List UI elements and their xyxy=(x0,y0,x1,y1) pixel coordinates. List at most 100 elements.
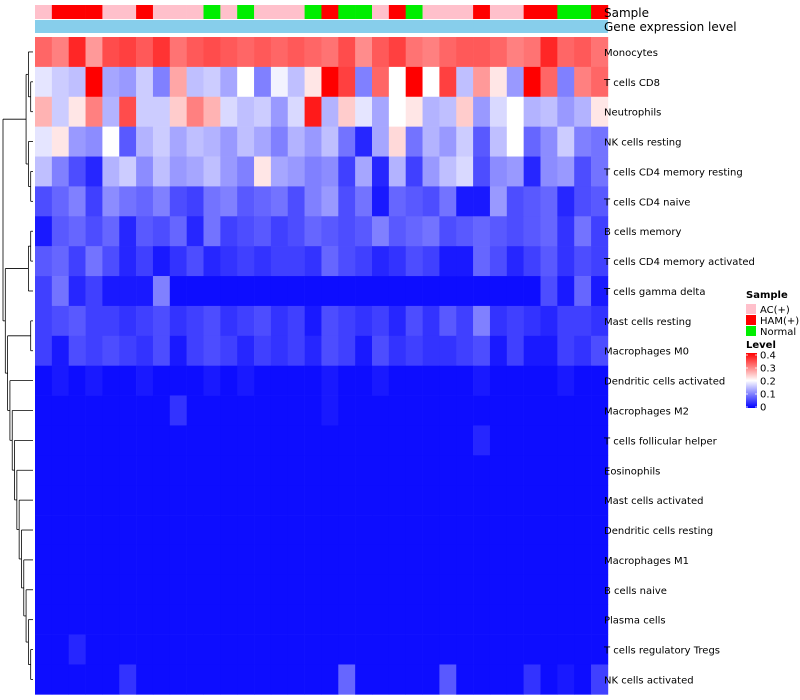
heatmap-cell xyxy=(68,66,86,98)
heatmap-cell xyxy=(152,126,171,157)
heatmap-cell xyxy=(355,604,373,635)
heatmap-cell xyxy=(254,305,272,337)
heatmap-cell xyxy=(186,485,204,516)
heatmap-cell xyxy=(489,604,508,635)
heatmap-cell xyxy=(35,216,53,247)
sample-legend-title: Sample xyxy=(746,290,788,301)
heatmap-cell xyxy=(119,515,137,546)
heatmap-cell xyxy=(51,574,69,606)
heatmap-cell xyxy=(68,276,86,307)
heatmap-cell xyxy=(372,156,390,187)
heatmap-cell xyxy=(506,664,524,695)
heatmap-cell xyxy=(270,66,289,98)
heatmap-cell xyxy=(68,335,86,366)
heatmap-cell xyxy=(304,96,322,127)
heatmap-cell xyxy=(388,634,406,665)
heatmap-cell xyxy=(186,305,204,337)
heatmap-cell xyxy=(439,186,457,217)
heatmap-cell xyxy=(422,634,440,665)
sample-annotation-cell xyxy=(119,5,137,19)
heatmap-cell xyxy=(439,395,457,426)
heatmap-cell xyxy=(338,37,356,68)
heatmap-cell xyxy=(35,66,53,98)
heatmap-cell xyxy=(102,574,120,606)
heatmap-cell xyxy=(540,126,558,157)
heatmap-cell xyxy=(506,66,524,98)
heatmap-cell xyxy=(439,544,457,576)
sample-annotation-cell xyxy=(152,5,171,19)
heatmap-cell xyxy=(85,66,103,98)
heatmap-cell xyxy=(506,96,524,127)
heatmap-cell xyxy=(439,305,457,337)
heatmap-cell xyxy=(557,305,575,337)
heatmap-cell xyxy=(152,37,171,68)
heatmap-cell xyxy=(388,246,406,277)
sample-annotation-track xyxy=(35,5,609,19)
heatmap-cell xyxy=(136,574,154,606)
heatmap-cell xyxy=(321,634,339,665)
heatmap-cell xyxy=(388,305,406,337)
heatmap-cell xyxy=(439,216,457,247)
heatmap-cell xyxy=(321,96,339,127)
heatmap-cell xyxy=(473,365,491,396)
sample-annotation-cell xyxy=(439,5,457,19)
heatmap-cell xyxy=(338,574,356,606)
heatmap-cell xyxy=(355,485,373,516)
heatmap-cell xyxy=(304,365,322,396)
heatmap-cell xyxy=(220,305,238,337)
heatmap-cell xyxy=(405,37,423,68)
heatmap-cell xyxy=(136,37,154,68)
heatmap-cell xyxy=(68,515,86,546)
row-label: Mast cells resting xyxy=(604,317,691,328)
heatmap-cell xyxy=(152,664,171,695)
heatmap-cell xyxy=(237,515,255,546)
heatmap-cell xyxy=(304,335,322,366)
heatmap-cell xyxy=(203,305,221,337)
heatmap-cell xyxy=(203,395,221,426)
heatmap-cell xyxy=(405,305,423,337)
heatmap-cell xyxy=(540,186,558,217)
heatmap-cell xyxy=(169,664,187,695)
heatmap-cell xyxy=(270,156,289,187)
heatmap-cell xyxy=(85,455,103,486)
heatmap-cell xyxy=(85,664,103,695)
sample-annotation-cell xyxy=(540,5,558,19)
heatmap-cell xyxy=(489,186,508,217)
heatmap-cell xyxy=(287,186,305,217)
heatmap-cell xyxy=(506,156,524,187)
heatmap-cell xyxy=(169,96,187,127)
heatmap-cell xyxy=(35,276,53,307)
heatmap-cell xyxy=(68,156,86,187)
heatmap-cell xyxy=(506,634,524,665)
heatmap-cell xyxy=(136,216,154,247)
heatmap-cell xyxy=(321,276,339,307)
heatmap-cell xyxy=(405,96,423,127)
heatmap-cell xyxy=(405,574,423,606)
heatmap-cell xyxy=(102,186,120,217)
heatmap-cell xyxy=(439,66,457,98)
sample-legend-swatch xyxy=(746,304,756,314)
sample-legend-label: HAM(+) xyxy=(760,316,799,327)
heatmap-cell xyxy=(456,305,474,337)
heatmap-cell xyxy=(220,395,238,426)
heatmap-cell xyxy=(254,395,272,426)
row-label: B cells naive xyxy=(604,586,667,597)
heatmap-cell xyxy=(102,305,120,337)
heatmap-cell xyxy=(287,365,305,396)
heatmap-cell xyxy=(456,186,474,217)
sample-annotation-cell xyxy=(237,5,255,19)
heatmap-cell xyxy=(68,126,86,157)
heatmap-cell xyxy=(591,574,609,606)
heatmap-cell xyxy=(169,425,187,456)
heatmap-cell xyxy=(439,365,457,396)
heatmap-cell xyxy=(591,455,609,486)
heatmap-cell xyxy=(557,425,575,456)
row-label: NK cells resting xyxy=(604,138,681,149)
heatmap-cell xyxy=(388,395,406,426)
heatmap-cell xyxy=(287,96,305,127)
heatmap-cell xyxy=(186,365,204,396)
heatmap-cell xyxy=(489,574,508,606)
heatmap-cell xyxy=(51,66,69,98)
heatmap-cell xyxy=(254,515,272,546)
heatmap-cell xyxy=(270,395,289,426)
